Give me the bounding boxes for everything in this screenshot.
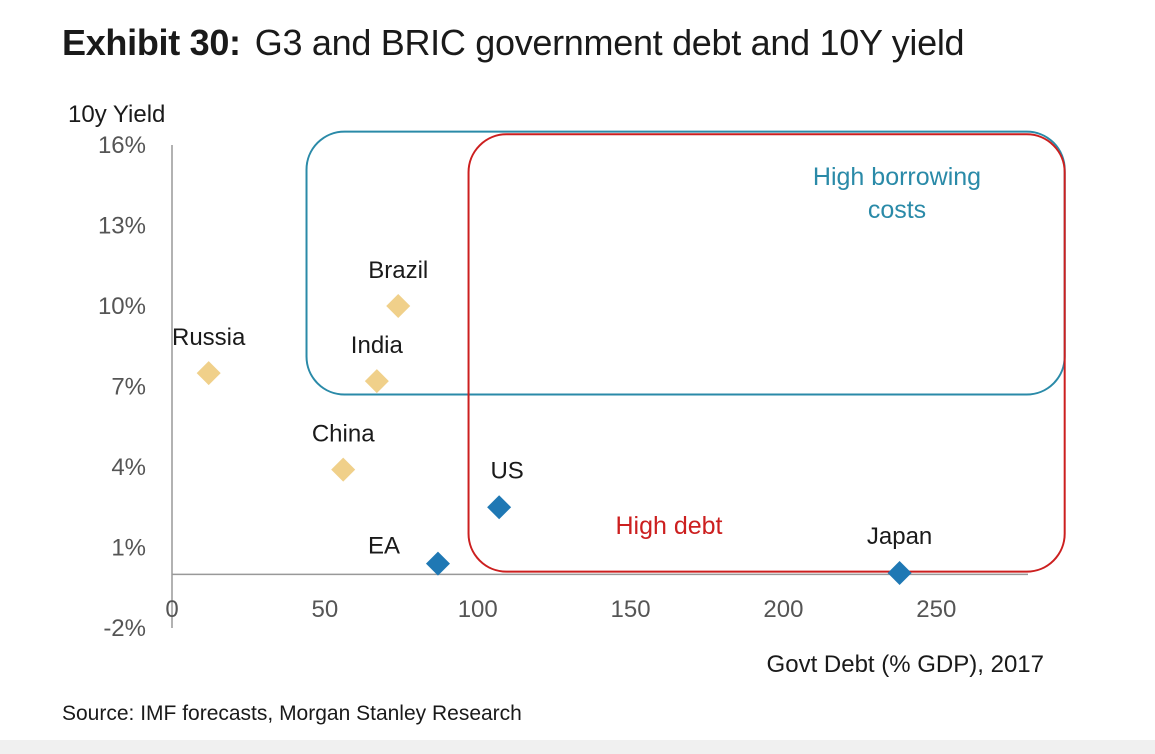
x-tick-label: 50 <box>312 596 339 623</box>
x-tick-label: 250 <box>916 596 956 623</box>
data-point-japan <box>887 560 912 585</box>
x-tick-label: 200 <box>763 596 803 623</box>
x-tick-label: 100 <box>458 596 498 623</box>
y-tick-label: -2% <box>103 615 146 642</box>
data-label-brazil: Brazil <box>368 257 428 284</box>
data-point-russia <box>196 361 221 386</box>
data-point-us <box>487 495 512 520</box>
y-tick-label: 7% <box>111 374 146 401</box>
region-label-high-borrowing-line2: costs <box>868 196 926 224</box>
x-tick-label: 0 <box>165 596 178 623</box>
y-tick-label: 16% <box>98 132 146 159</box>
data-point-china <box>331 457 356 482</box>
data-point-brazil <box>386 294 411 318</box>
bottom-strip <box>0 740 1155 754</box>
data-label-ea: EA <box>368 533 400 560</box>
source-note: Source: IMF forecasts, Morgan Stanley Re… <box>62 702 522 725</box>
data-label-us: US <box>490 457 523 484</box>
data-label-india: India <box>351 332 404 359</box>
region-label-high-borrowing-line1: High borrowing <box>813 163 981 191</box>
data-point-ea <box>425 551 450 576</box>
y-tick-label: 13% <box>98 213 146 240</box>
y-tick-label: 1% <box>111 535 146 562</box>
exhibit-label: Exhibit 30: <box>62 22 241 63</box>
chart-title: Exhibit 30: G3 and BRIC government debt a… <box>62 22 965 64</box>
x-axis-title: Govt Debt (% GDP), 2017 <box>767 651 1044 678</box>
y-axis-title: 10y Yield <box>68 101 165 128</box>
data-label-japan: Japan <box>867 523 932 550</box>
y-tick-label: 4% <box>111 454 146 481</box>
exhibit-title-text: G3 and BRIC government debt and 10Y yiel… <box>254 22 965 63</box>
region-box-1 <box>467 133 1066 573</box>
data-label-china: China <box>312 421 375 448</box>
y-tick-label: 10% <box>98 293 146 320</box>
data-label-russia: Russia <box>172 324 246 351</box>
data-point-india <box>364 369 389 394</box>
region-label-high-debt: High debt <box>615 512 722 540</box>
x-tick-label: 150 <box>611 596 651 623</box>
